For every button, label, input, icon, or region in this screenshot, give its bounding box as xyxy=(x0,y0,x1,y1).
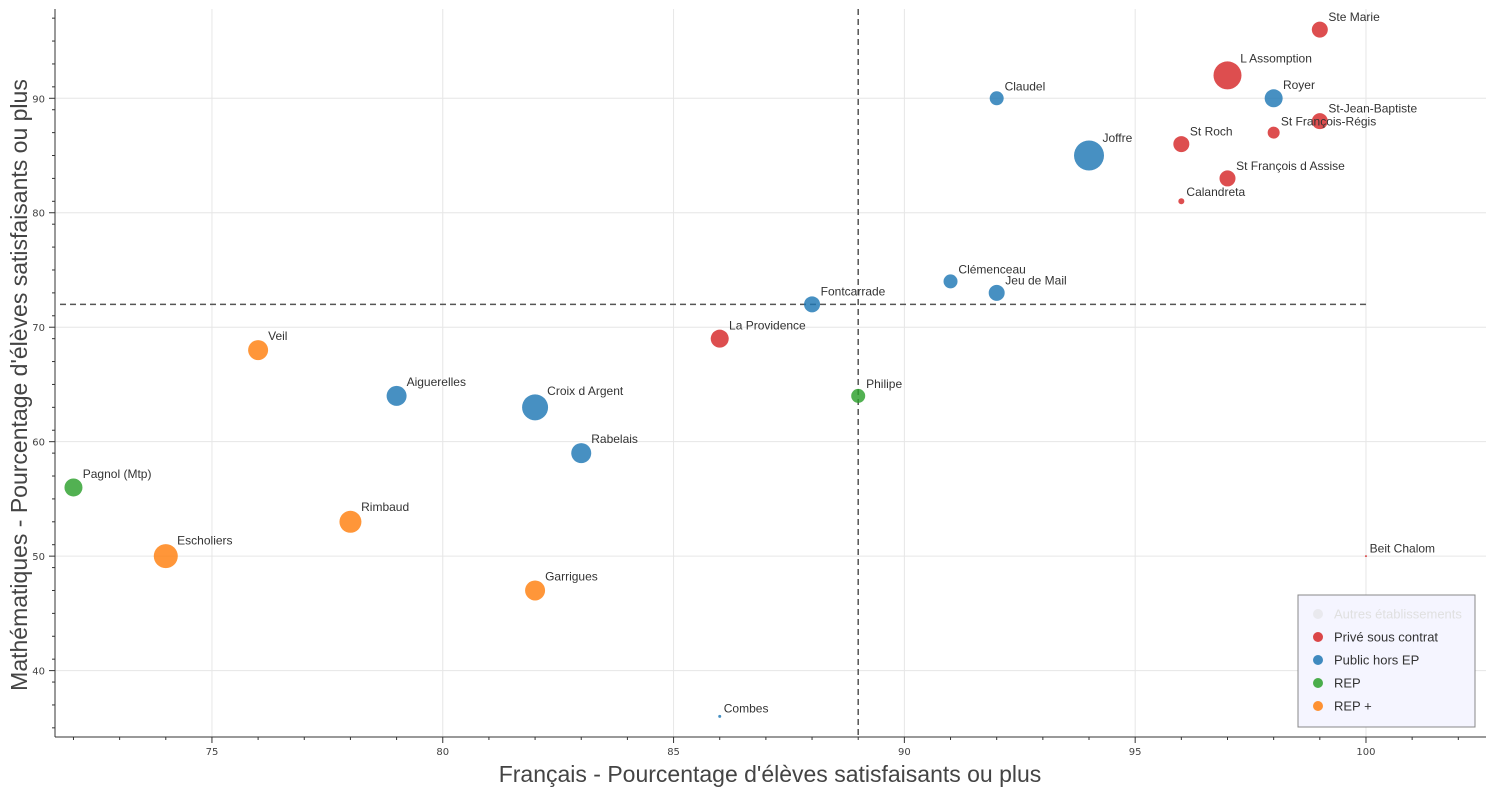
data-points xyxy=(64,21,1367,718)
data-point xyxy=(718,714,722,718)
data-point xyxy=(943,274,958,289)
legend-label: Privé sous contrat xyxy=(1334,630,1438,645)
y-tick-label: 90 xyxy=(32,94,45,105)
data-point xyxy=(339,510,362,533)
grid xyxy=(55,9,1486,737)
y-axis-title: Mathématiques - Pourcentage d'élèves sat… xyxy=(6,79,32,691)
point-label: Philipe xyxy=(866,377,902,391)
x-axis-title: Français - Pourcentage d'élèves satisfai… xyxy=(499,761,1042,787)
data-point xyxy=(989,91,1004,106)
legend-marker xyxy=(1313,632,1323,642)
data-point xyxy=(571,443,592,464)
legend-marker xyxy=(1313,655,1323,665)
point-label: Croix d Argent xyxy=(547,384,624,398)
data-point xyxy=(153,544,178,569)
point-label: Joffre xyxy=(1103,131,1133,145)
point-label: Ste Marie xyxy=(1328,10,1380,24)
point-label: Fontcarrade xyxy=(821,285,886,299)
legend-label: REP + xyxy=(1334,699,1372,714)
data-point xyxy=(988,284,1005,301)
data-point xyxy=(64,478,83,497)
point-label: Pagnol (Mtp) xyxy=(83,467,152,481)
data-point xyxy=(1213,61,1242,90)
point-label: St François-Régis xyxy=(1281,114,1376,128)
point-label: La Providence xyxy=(729,318,806,332)
legend-label: Public hors EP xyxy=(1334,653,1419,668)
point-label: Aiguerelles xyxy=(407,375,466,389)
point-label: Garrigues xyxy=(545,569,598,583)
axes: 75 80 85 90 95 100 40 50 60 70 80 90 xyxy=(32,9,1486,758)
point-label: St-Jean-Baptiste xyxy=(1328,102,1417,116)
data-point xyxy=(1219,170,1236,187)
point-label: Claudel xyxy=(1005,79,1046,93)
y-tick-label: 40 xyxy=(32,667,45,678)
data-point xyxy=(1173,136,1190,153)
point-label: Veil xyxy=(268,329,287,343)
data-point xyxy=(1311,113,1328,130)
legend-label: Autres établissements xyxy=(1334,607,1462,622)
data-point xyxy=(1178,198,1185,205)
x-tick-label: 100 xyxy=(1356,747,1375,758)
x-tick-label: 80 xyxy=(436,747,449,758)
y-tick-label: 60 xyxy=(32,438,45,449)
point-label: St Roch xyxy=(1190,124,1233,138)
point-label: Beit Chalom xyxy=(1370,541,1435,555)
legend-marker xyxy=(1313,701,1323,711)
point-label: Rimbaud xyxy=(361,500,409,514)
reference-lines xyxy=(60,9,1366,737)
point-label: Clémenceau xyxy=(958,263,1025,277)
x-tick-label: 85 xyxy=(667,747,680,758)
point-label: Royer xyxy=(1283,78,1315,92)
point-label: St François d Assise xyxy=(1236,159,1345,173)
data-point xyxy=(1311,21,1328,38)
legend-box xyxy=(1297,594,1476,728)
data-point xyxy=(386,385,407,406)
data-point xyxy=(1267,126,1280,139)
point-label: Combes xyxy=(724,701,769,715)
y-tick-label: 50 xyxy=(32,552,45,563)
data-point xyxy=(522,394,549,421)
data-point xyxy=(1364,555,1367,558)
data-point xyxy=(804,296,821,313)
data-point xyxy=(851,388,866,403)
legend-marker xyxy=(1313,609,1323,619)
point-label: L Assomption xyxy=(1240,52,1312,66)
data-point xyxy=(248,340,269,361)
x-tick-label: 75 xyxy=(206,747,219,758)
legend-marker xyxy=(1313,678,1323,688)
legend-label: REP xyxy=(1334,676,1361,691)
point-label: Escholiers xyxy=(177,534,232,548)
legend: Autres établissements Privé sous contrat P… xyxy=(1297,594,1476,728)
y-tick-label: 80 xyxy=(32,209,45,220)
data-point xyxy=(1074,140,1105,171)
data-point xyxy=(525,580,546,601)
y-tick-label: 70 xyxy=(32,323,45,334)
point-label: Rabelais xyxy=(591,432,638,446)
data-point xyxy=(710,329,729,348)
x-tick-label: 90 xyxy=(898,747,911,758)
data-point xyxy=(1264,89,1283,108)
x-tick-label: 95 xyxy=(1129,747,1142,758)
point-label: Calandreta xyxy=(1186,185,1245,199)
point-label: Jeu de Mail xyxy=(1005,273,1066,287)
